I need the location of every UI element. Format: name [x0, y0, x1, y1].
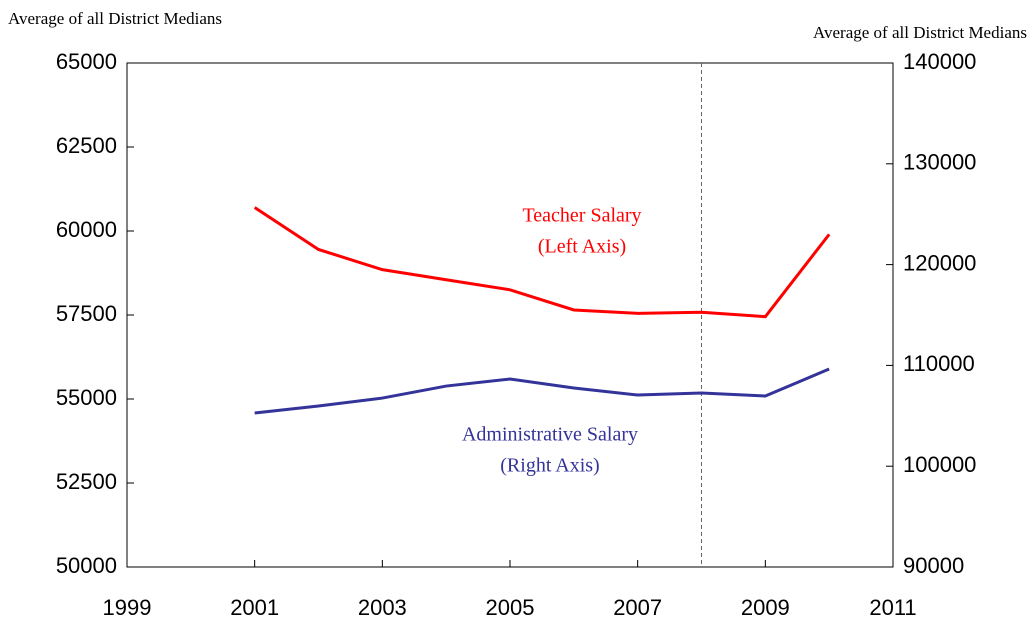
y2-tick-label: 140000 [903, 49, 976, 74]
y-tick-label: 52500 [56, 469, 117, 494]
y2-tick-label: 90000 [903, 553, 964, 578]
y-tick-label: 62500 [56, 133, 117, 158]
plot-frame [126, 62, 894, 568]
x-tick-label: 2003 [358, 595, 407, 620]
y-tick-label: 50000 [56, 553, 117, 578]
y2-axis-label: Average of all District Medians [813, 23, 1027, 42]
y2-tick-label: 130000 [903, 150, 976, 175]
x-tick-label: 2011 [869, 595, 916, 620]
y2-tick-label: 110000 [903, 351, 975, 376]
annotation: Administrative Salary [462, 424, 638, 446]
line-series [253, 206, 831, 319]
y-axis-label: Average of all District Medians [8, 9, 222, 28]
y-tick-label: 60000 [56, 217, 117, 242]
y-tick-label: 55000 [56, 385, 117, 410]
x-tick-label: 1999 [103, 595, 152, 620]
x-tick-label: 2009 [741, 595, 790, 620]
x-tick-label: 2005 [486, 595, 535, 620]
annotation: (Right Axis) [500, 455, 599, 477]
annotation: Teacher Salary [522, 205, 641, 227]
y2-tick-label: 120000 [903, 250, 976, 275]
y-tick-label: 57500 [56, 301, 117, 326]
x-tick-label: 2007 [613, 595, 662, 620]
y-tick-label: 65000 [56, 49, 117, 74]
line-series [254, 367, 830, 415]
y2-tick-label: 100000 [903, 452, 976, 477]
annotation: (Left Axis) [538, 236, 626, 258]
x-tick-label: 2001 [230, 595, 279, 620]
